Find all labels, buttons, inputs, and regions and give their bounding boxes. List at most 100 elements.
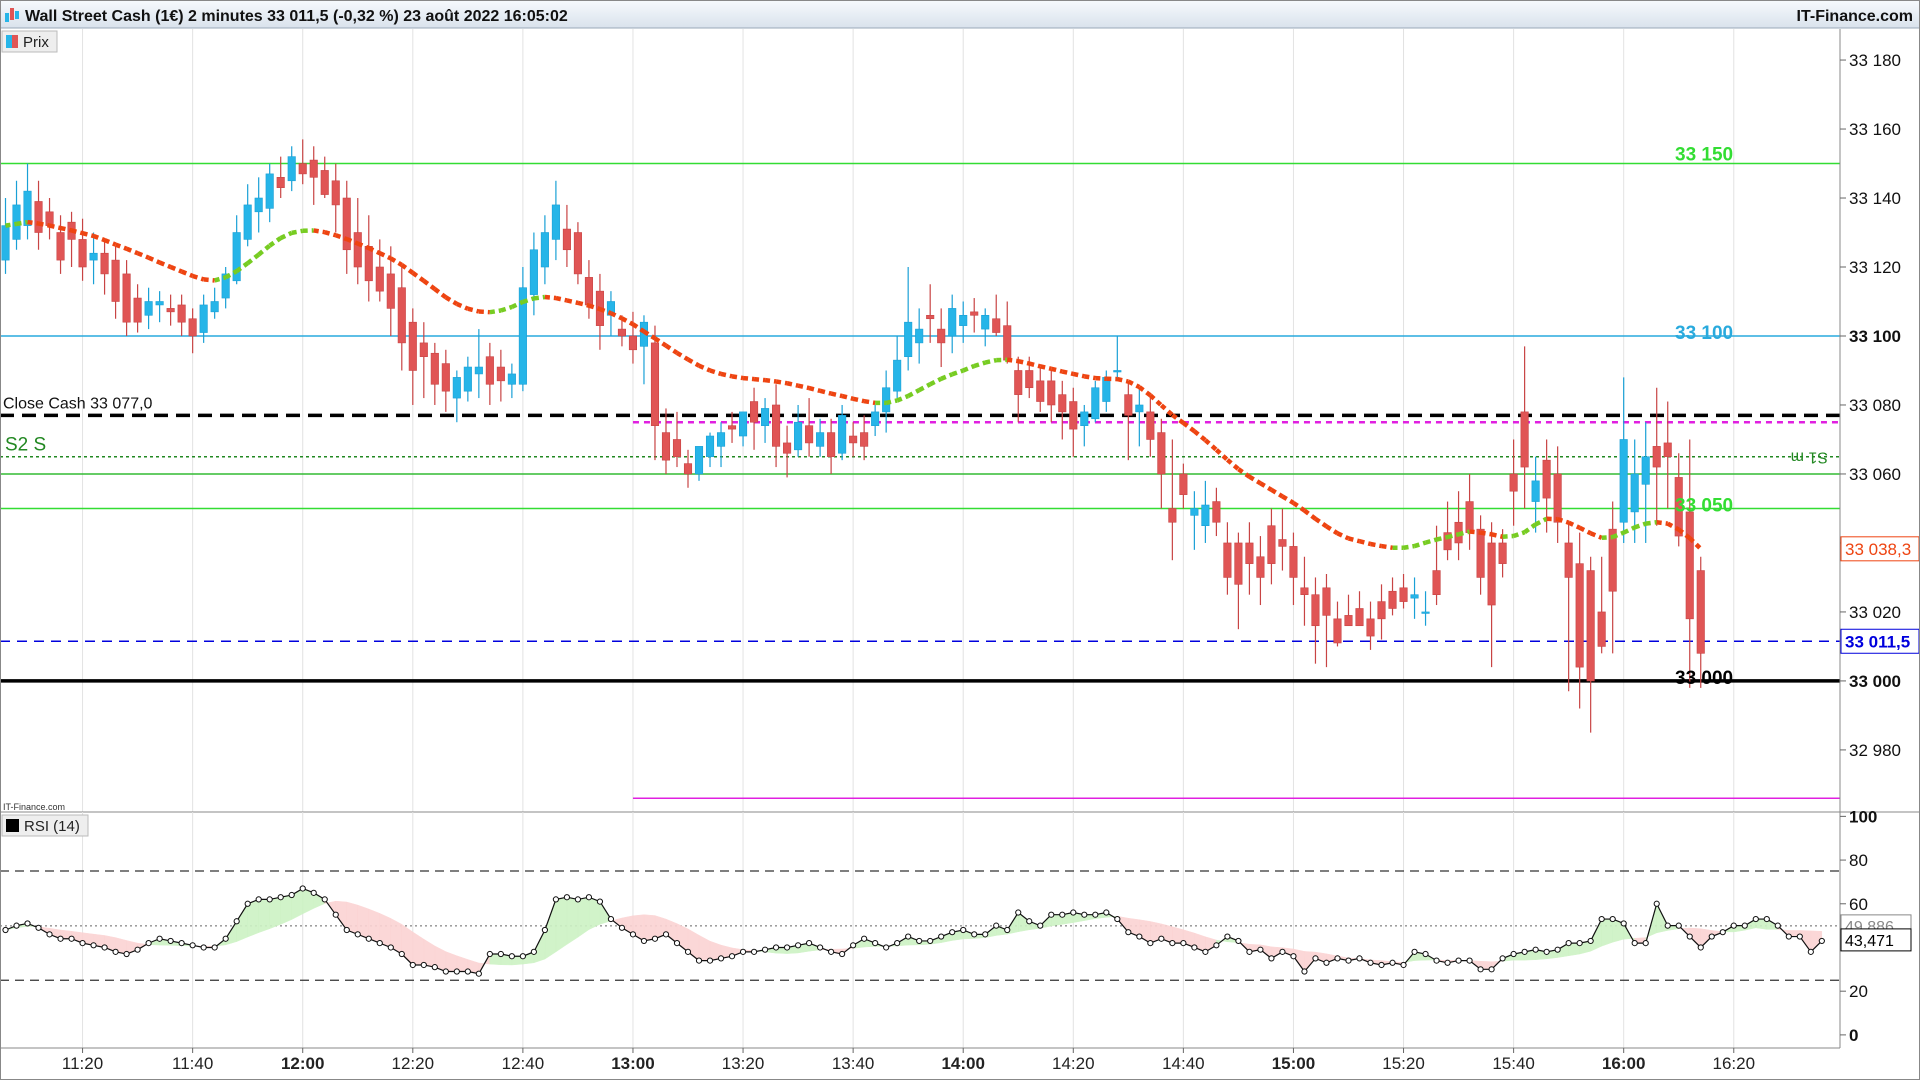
candle-body bbox=[1696, 570, 1705, 654]
rsi-point bbox=[1389, 959, 1396, 966]
ma-segment bbox=[599, 306, 612, 316]
candle-body bbox=[1344, 615, 1353, 627]
ma-segment bbox=[1523, 522, 1537, 535]
candle-body bbox=[1014, 370, 1023, 395]
candle-body bbox=[1630, 473, 1639, 513]
rsi-point bbox=[1554, 946, 1561, 953]
ma-segment bbox=[147, 255, 161, 265]
ma-segment bbox=[1281, 494, 1295, 505]
ma-segment bbox=[907, 388, 921, 398]
rsi-fill-segment bbox=[1304, 951, 1316, 973]
rsi-point bbox=[1191, 944, 1198, 951]
rsi-point bbox=[1180, 940, 1187, 947]
ma-segment bbox=[345, 236, 359, 246]
ma-segment bbox=[5, 221, 17, 228]
x-tick-label: 13:00 bbox=[611, 1054, 654, 1073]
rsi-point bbox=[90, 942, 97, 949]
candle-body bbox=[1432, 570, 1441, 595]
ma-segment bbox=[1502, 533, 1514, 539]
price-y-tick-label: 33 120 bbox=[1849, 258, 1901, 277]
rsi-point bbox=[1598, 915, 1605, 923]
ma-segment bbox=[698, 363, 711, 373]
candle-body bbox=[1190, 508, 1199, 516]
candle-body bbox=[1212, 501, 1221, 523]
candle-body bbox=[309, 159, 318, 178]
ma-segment bbox=[1292, 501, 1306, 513]
rsi-point bbox=[1609, 915, 1616, 923]
ma-segment bbox=[455, 301, 469, 311]
rsi-point bbox=[761, 946, 769, 953]
rsi-point bbox=[1664, 922, 1671, 929]
rsi-point bbox=[453, 968, 460, 975]
price-badge-box bbox=[1840, 536, 1920, 562]
rsi-point bbox=[277, 894, 284, 901]
rsi-point bbox=[1433, 957, 1440, 964]
candle-body bbox=[100, 252, 109, 275]
rsi-vertical-grid bbox=[82, 812, 1735, 1048]
candle-body bbox=[1036, 380, 1045, 402]
price-y-tick-label: 33 160 bbox=[1849, 120, 1901, 139]
ma-segment bbox=[653, 336, 668, 348]
rsi-point bbox=[1763, 915, 1770, 923]
rsi-point bbox=[1070, 909, 1077, 916]
ma-segment bbox=[929, 376, 943, 387]
candle-body bbox=[1377, 601, 1386, 620]
ma-segment bbox=[27, 219, 39, 226]
rsi-point bbox=[464, 968, 471, 975]
rsi-point bbox=[1224, 933, 1231, 940]
ma-segment bbox=[500, 304, 513, 313]
ma-segment bbox=[786, 381, 799, 388]
ma-segment bbox=[268, 236, 282, 248]
rsi-point bbox=[574, 896, 582, 903]
candle-body bbox=[34, 201, 43, 233]
x-tick-label: 16:20 bbox=[1712, 1054, 1755, 1073]
candle-body bbox=[1080, 411, 1089, 426]
ma-segment bbox=[1424, 537, 1438, 545]
price-badge-box bbox=[1840, 628, 1920, 654]
rsi-y-tick-label: 20 bbox=[1849, 982, 1868, 1001]
candle-body bbox=[177, 304, 186, 323]
candle-body bbox=[474, 366, 483, 375]
ma-segment bbox=[764, 377, 777, 384]
candle-body bbox=[1003, 325, 1012, 361]
rsi-point bbox=[1521, 948, 1528, 955]
ma-segment bbox=[1214, 448, 1229, 462]
candle-body bbox=[1025, 370, 1034, 389]
candle-body bbox=[1278, 539, 1287, 547]
rsi-point bbox=[673, 940, 681, 947]
price-legend[interactable]: Prix bbox=[1, 30, 58, 53]
rsi-point bbox=[1642, 940, 1649, 947]
candle-body bbox=[540, 232, 549, 268]
candle-body bbox=[1267, 525, 1276, 564]
ma-segment bbox=[1237, 467, 1251, 479]
candle-body bbox=[529, 249, 538, 295]
rsi-point bbox=[1015, 909, 1022, 916]
candle-body bbox=[805, 425, 814, 444]
candle-body bbox=[1663, 442, 1672, 458]
candle-body bbox=[485, 356, 494, 385]
rsi-point bbox=[1807, 948, 1814, 955]
rsi-point bbox=[1488, 966, 1495, 973]
ma-segment bbox=[1028, 361, 1041, 369]
candle-body bbox=[144, 301, 153, 316]
rsi-point bbox=[640, 937, 648, 945]
rsi-legend[interactable]: RSI (14) bbox=[1, 814, 89, 837]
ma-segment bbox=[356, 241, 370, 251]
candle-body bbox=[683, 463, 693, 475]
candle-body bbox=[254, 197, 263, 213]
x-tick-label: 13:40 bbox=[832, 1054, 875, 1073]
ma-segment bbox=[1447, 532, 1460, 540]
ma-segment bbox=[180, 269, 194, 279]
ma-segment bbox=[136, 251, 150, 260]
ma-segment bbox=[830, 391, 843, 399]
ma-segment bbox=[984, 357, 997, 365]
rsi-fill-segment bbox=[412, 931, 425, 966]
candle-body bbox=[430, 352, 439, 385]
rsi-point bbox=[508, 953, 515, 960]
candle-body bbox=[441, 363, 450, 392]
rsi-point bbox=[905, 933, 912, 940]
candle-body bbox=[1553, 473, 1562, 523]
ma-segment bbox=[742, 375, 755, 382]
ma-segment bbox=[555, 295, 568, 303]
